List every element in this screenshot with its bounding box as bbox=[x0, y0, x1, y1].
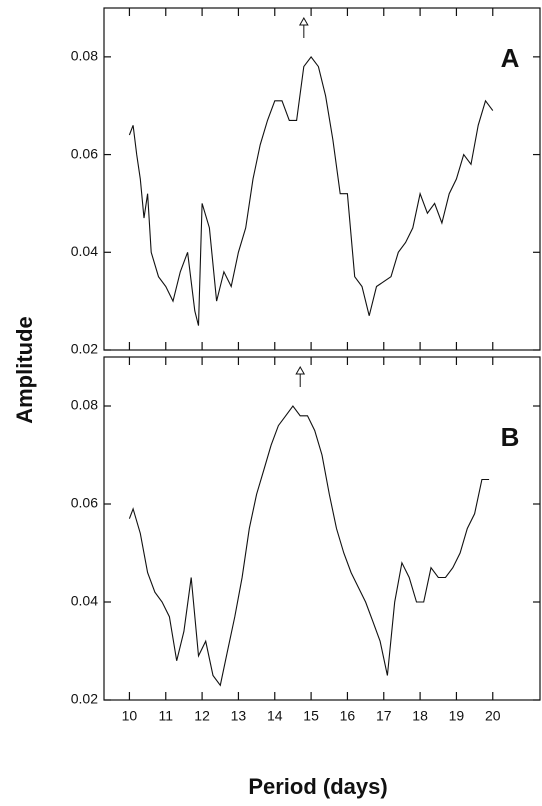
panel-label: A bbox=[501, 43, 520, 73]
x-tick-label: 20 bbox=[485, 708, 501, 724]
plot-frame bbox=[103, 7, 541, 351]
peak-arrow bbox=[298, 16, 309, 38]
y-tick-label: 0.08 bbox=[71, 48, 98, 64]
y-tick-label: 0.06 bbox=[71, 145, 98, 161]
peak-arrow bbox=[295, 365, 306, 387]
y-tick-label: 0.04 bbox=[71, 243, 98, 259]
x-tick-label: 13 bbox=[231, 708, 247, 724]
x-tick-label: 18 bbox=[412, 708, 428, 724]
plot-frame bbox=[103, 356, 541, 701]
y-tick-label: 0.02 bbox=[71, 691, 98, 707]
data-line bbox=[128, 55, 494, 326]
x-tick-label: 11 bbox=[158, 708, 173, 724]
x-axis-label: Period (days) bbox=[248, 774, 387, 799]
y-tick-label: 0.08 bbox=[71, 397, 98, 413]
x-tick-label: 17 bbox=[376, 708, 392, 724]
x-tick-label: 14 bbox=[267, 708, 283, 724]
x-tick-label: 19 bbox=[449, 708, 465, 724]
data-line bbox=[128, 405, 490, 687]
panel-label: B bbox=[501, 422, 520, 452]
x-tick-label: 15 bbox=[303, 708, 319, 724]
y-tick-label: 0.02 bbox=[71, 341, 98, 357]
x-tick-label: 12 bbox=[194, 708, 210, 724]
y-tick-label: 0.06 bbox=[71, 495, 98, 511]
x-tick-label: 16 bbox=[340, 708, 356, 724]
x-tick-label: 10 bbox=[122, 708, 138, 724]
y-axis-label: Amplitude bbox=[12, 316, 37, 424]
y-tick-label: 0.04 bbox=[71, 593, 98, 609]
